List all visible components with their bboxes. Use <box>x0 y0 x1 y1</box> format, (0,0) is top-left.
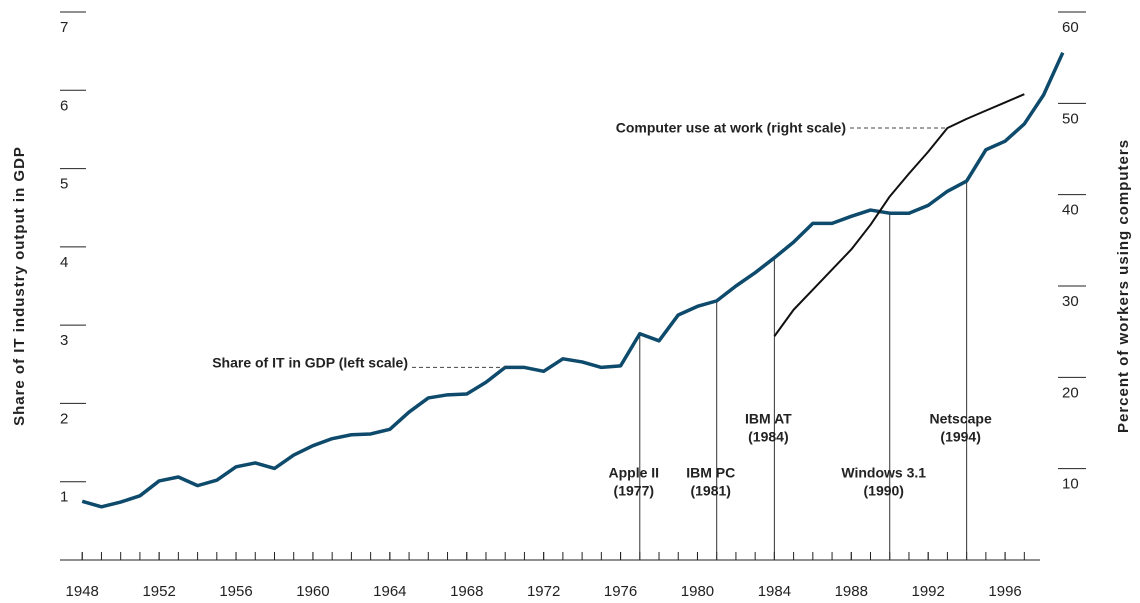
y2-tick-label: 50 <box>1062 110 1079 127</box>
event-label: Apple II <box>609 465 660 481</box>
y-tick-label: 1 <box>60 489 68 506</box>
series-label: Share of IT in GDP (left scale) <box>212 355 408 371</box>
y-tick-label: 3 <box>60 332 68 349</box>
y-tick-label: 2 <box>60 410 68 427</box>
event-label: Netscape <box>930 411 992 427</box>
y-tick-label: 7 <box>60 19 68 36</box>
x-tick-label: 1984 <box>758 583 791 600</box>
y2-tick-label: 60 <box>1062 19 1079 36</box>
x-tick-label: 1980 <box>681 583 714 600</box>
series-line <box>773 93 1025 337</box>
y2-axis-label: Percent of workers using computers <box>1115 139 1132 433</box>
event-year: (1977) <box>614 483 654 499</box>
y-tick-label: 4 <box>60 254 68 271</box>
y2-tick-label: 10 <box>1062 476 1079 493</box>
event-label: IBM PC <box>686 465 735 481</box>
x-tick-label: 1948 <box>66 583 99 600</box>
event-label: IBM AT <box>745 411 792 427</box>
x-tick-label: 1972 <box>527 583 560 600</box>
x-tick-label: 1988 <box>835 583 868 600</box>
x-tick-label: 1992 <box>912 583 945 600</box>
y2-tick-label: 30 <box>1062 293 1079 310</box>
series-line <box>81 51 1065 509</box>
event-year: (1994) <box>940 429 980 445</box>
x-tick-label: 1968 <box>450 583 483 600</box>
event-year: (1981) <box>690 483 730 499</box>
event-year: (1984) <box>748 429 788 445</box>
event-year: (1990) <box>864 483 904 499</box>
x-tick-label: 1956 <box>219 583 252 600</box>
event-label: Windows 3.1 <box>841 465 926 481</box>
x-tick-label: 1952 <box>142 583 175 600</box>
x-tick-label: 1960 <box>296 583 329 600</box>
y2-tick-label: 40 <box>1062 202 1079 219</box>
y-tick-label: 5 <box>60 176 68 193</box>
x-tick-label: 1996 <box>988 583 1021 600</box>
y-axis-label: Share of IT industry output in GDP <box>11 146 28 426</box>
series-label: Computer use at work (right scale) <box>616 120 846 136</box>
x-tick-label: 1976 <box>604 583 637 600</box>
x-tick-label: 1964 <box>373 583 406 600</box>
y-tick-label: 6 <box>60 97 68 114</box>
y2-tick-label: 20 <box>1062 384 1079 401</box>
